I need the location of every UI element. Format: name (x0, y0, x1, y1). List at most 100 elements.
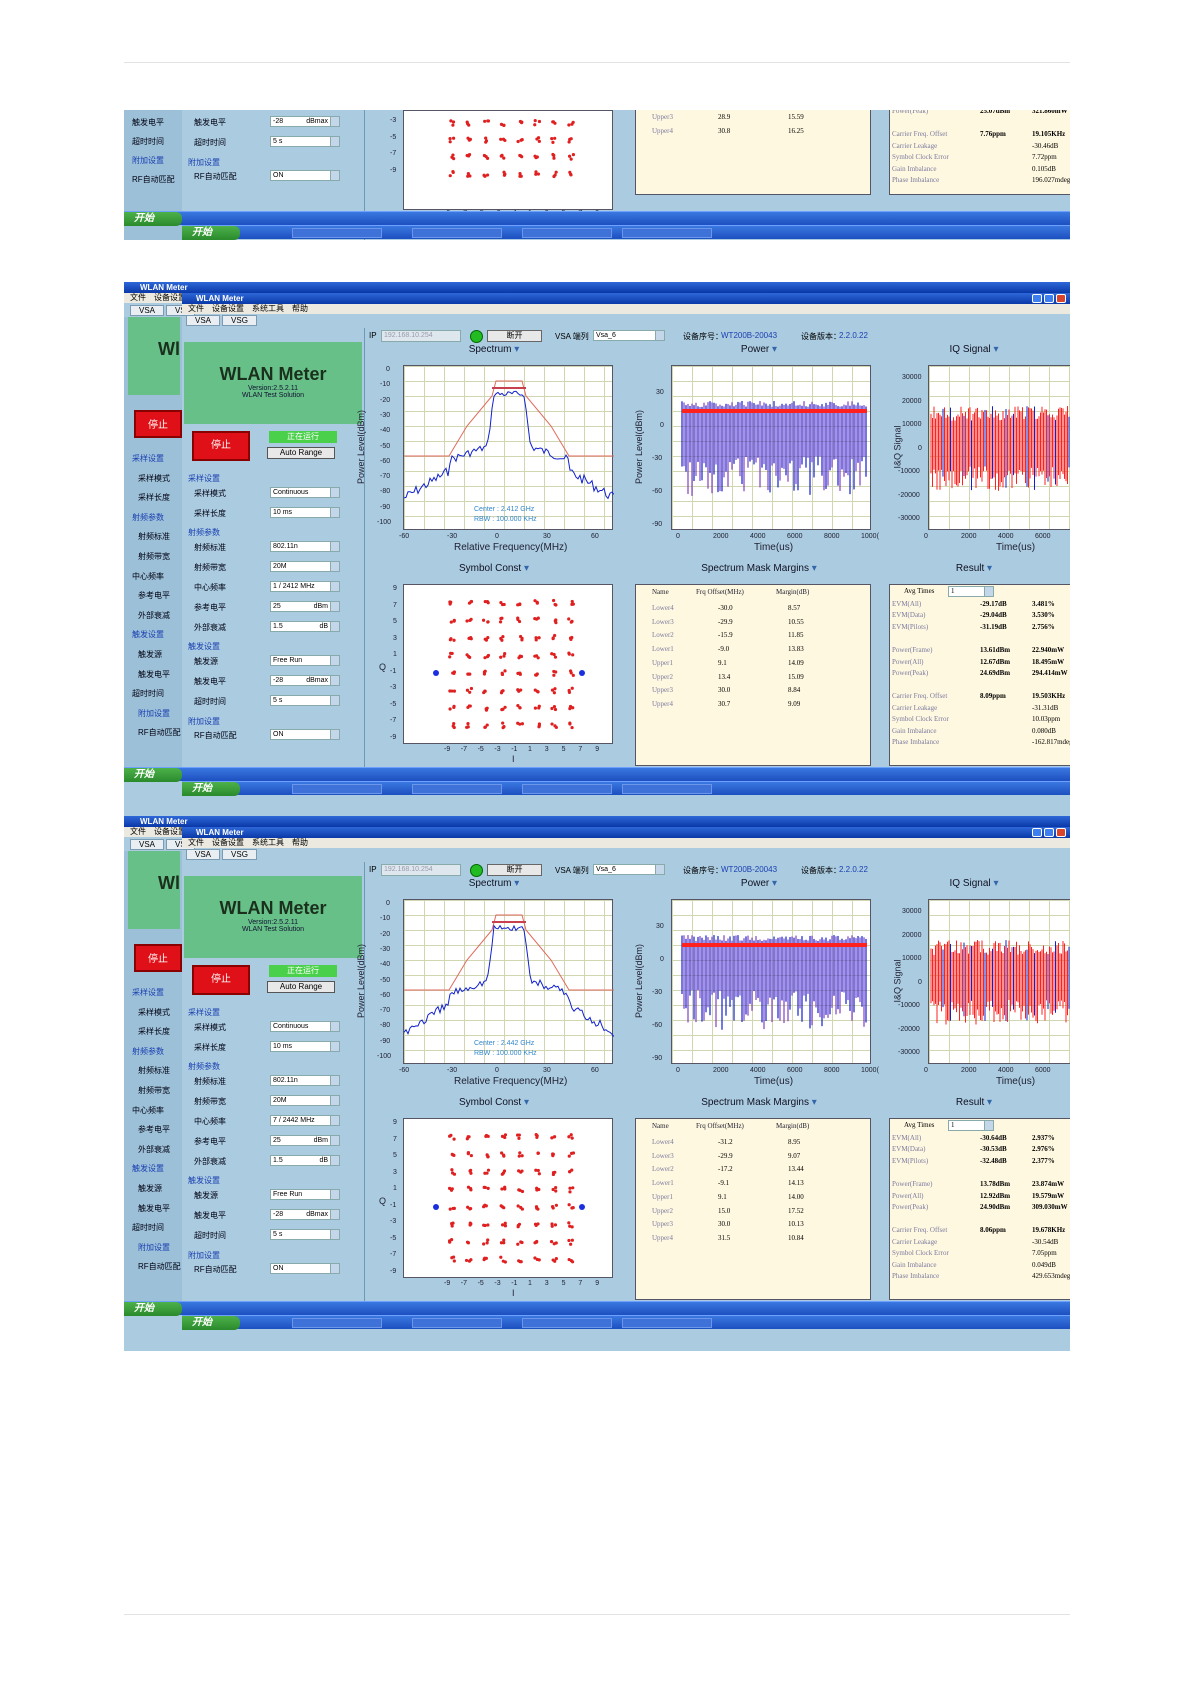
form-field[interactable]: ON (270, 170, 340, 182)
dropdown-arrow-icon[interactable] (330, 542, 339, 552)
form-field[interactable]: Continuous (270, 486, 340, 498)
dropdown-arrow-icon[interactable]: ▾ (987, 563, 993, 574)
form-field[interactable]: Free Run (270, 655, 340, 667)
dropdown-arrow-icon[interactable]: ▾ (993, 344, 999, 355)
form-field[interactable]: 10 ms (270, 1040, 340, 1052)
back-stop-button[interactable]: 停止 (134, 410, 182, 438)
dropdown-arrow-icon[interactable] (330, 1135, 339, 1145)
tab[interactable]: VSG (222, 315, 257, 326)
dropdown-arrow-icon[interactable] (330, 1076, 339, 1086)
form-field[interactable]: -28 dBmax (270, 1208, 340, 1220)
dropdown-arrow-icon[interactable] (330, 1264, 339, 1274)
tab[interactable]: VSA (186, 315, 221, 326)
iq-title[interactable]: IQ Signal ▾ (949, 344, 999, 355)
taskbar-window-button[interactable] (292, 1318, 382, 1328)
back-stop-button[interactable]: 停止 (134, 944, 182, 972)
mask-title[interactable]: Spectrum Mask Margins ▾ (701, 563, 817, 574)
menu-item[interactable]: 帮助 (292, 838, 308, 847)
dropdown-arrow-icon[interactable]: ▾ (514, 878, 520, 889)
form-field[interactable]: 1 / 2412 MHz (270, 580, 340, 592)
dropdown-arrow-icon[interactable] (330, 1115, 339, 1125)
taskbar-window-button[interactable] (622, 1318, 712, 1328)
dropdown-arrow-icon[interactable] (330, 1155, 339, 1165)
form-field[interactable]: Free Run (270, 1189, 340, 1201)
close-button[interactable] (1056, 828, 1066, 837)
start-button[interactable]: 开始 (182, 782, 240, 796)
menu-item[interactable]: 设备设置 (154, 827, 184, 836)
dropdown-arrow-icon[interactable]: ▾ (514, 344, 520, 355)
form-field[interactable]: 20M (270, 561, 340, 573)
form-field[interactable]: 1.5 dB (270, 620, 340, 632)
form-field[interactable]: Continuous (270, 1020, 340, 1032)
minimize-button[interactable] (1032, 828, 1042, 837)
iq-title[interactable]: IQ Signal ▾ (949, 878, 999, 889)
dropdown-arrow-icon[interactable] (330, 1021, 339, 1031)
form-field[interactable]: 802.11n (270, 1075, 340, 1087)
dropdown-arrow-icon[interactable] (330, 730, 339, 740)
ip-input[interactable]: 192.168.10.254 (381, 330, 461, 342)
maximize-button[interactable] (1044, 294, 1054, 303)
menu-item[interactable]: 系统工具 (252, 304, 284, 313)
dropdown-arrow-icon[interactable] (330, 656, 339, 666)
menu-item[interactable]: 系统工具 (252, 838, 284, 847)
taskbar-window-button[interactable] (522, 228, 612, 238)
dropdown-arrow-icon[interactable] (330, 171, 339, 181)
vsa-select[interactable]: Vsa_6 (593, 330, 665, 341)
menu-item[interactable]: 设备设置 (212, 838, 244, 847)
dropdown-arrow-icon[interactable] (330, 1209, 339, 1219)
dropdown-arrow-icon[interactable] (984, 587, 993, 596)
dropdown-arrow-icon[interactable] (330, 136, 339, 146)
taskbar-window-button[interactable] (412, 1318, 502, 1328)
form-field[interactable]: 10 ms (270, 506, 340, 518)
form-field[interactable]: ON (270, 1263, 340, 1275)
form-field[interactable]: -28 dBmax (270, 116, 340, 127)
dropdown-arrow-icon[interactable] (655, 865, 664, 874)
spectrum-title[interactable]: Spectrum ▾ (468, 878, 520, 889)
result-title[interactable]: Result ▾ (955, 563, 993, 574)
disconnect-button[interactable]: 断开 (487, 330, 542, 342)
dropdown-arrow-icon[interactable] (330, 1190, 339, 1200)
maximize-button[interactable] (1044, 828, 1054, 837)
taskbar-window-button[interactable] (292, 228, 382, 238)
taskbar-window-button[interactable] (412, 784, 502, 794)
symbol-title[interactable]: Symbol Const ▾ (458, 563, 530, 574)
menu-item[interactable]: 文件 (188, 304, 204, 313)
dropdown-arrow-icon[interactable]: ▾ (524, 1097, 530, 1108)
dropdown-arrow-icon[interactable] (330, 1229, 339, 1239)
dropdown-arrow-icon[interactable] (330, 1041, 339, 1051)
avg-times-select[interactable]: 1 (948, 586, 994, 597)
start-button[interactable]: 开始 (182, 226, 240, 240)
form-field[interactable]: 1.5 dB (270, 1154, 340, 1166)
tab[interactable]: VSA (186, 849, 221, 860)
auto-range-button[interactable]: Auto Range (267, 447, 335, 459)
dropdown-arrow-icon[interactable] (330, 507, 339, 517)
menu-item[interactable]: 文件 (130, 827, 146, 836)
tab[interactable]: VSA (130, 839, 165, 850)
form-field[interactable]: 5 s (270, 135, 340, 147)
dropdown-arrow-icon[interactable] (330, 601, 339, 611)
auto-range-button[interactable]: Auto Range (267, 981, 335, 993)
minimize-button[interactable] (1032, 294, 1042, 303)
dropdown-arrow-icon[interactable] (330, 562, 339, 572)
start-button[interactable]: 开始 (124, 212, 182, 226)
form-field[interactable]: 5 s (270, 694, 340, 706)
dropdown-arrow-icon[interactable] (330, 695, 339, 705)
dropdown-arrow-icon[interactable]: ▾ (993, 878, 999, 889)
dropdown-arrow-icon[interactable]: ▾ (772, 344, 778, 355)
mask-title[interactable]: Spectrum Mask Margins ▾ (701, 1097, 817, 1108)
taskbar-window-button[interactable] (522, 1318, 612, 1328)
close-button[interactable] (1056, 294, 1066, 303)
form-field[interactable]: 25 dBm (270, 600, 340, 612)
taskbar-window-button[interactable] (412, 228, 502, 238)
form-field[interactable]: 5 s (270, 1228, 340, 1240)
dropdown-arrow-icon[interactable]: ▾ (987, 1097, 993, 1108)
taskbar-window-button[interactable] (292, 784, 382, 794)
taskbar-window-button[interactable] (522, 784, 612, 794)
dropdown-arrow-icon[interactable]: ▾ (772, 878, 778, 889)
menu-item[interactable]: 帮助 (292, 304, 308, 313)
form-field[interactable]: 20M (270, 1095, 340, 1107)
form-field[interactable]: -28 dBmax (270, 674, 340, 686)
dropdown-arrow-icon[interactable] (330, 621, 339, 631)
start-button[interactable]: 开始 (182, 1316, 240, 1330)
dropdown-arrow-icon[interactable] (330, 675, 339, 685)
